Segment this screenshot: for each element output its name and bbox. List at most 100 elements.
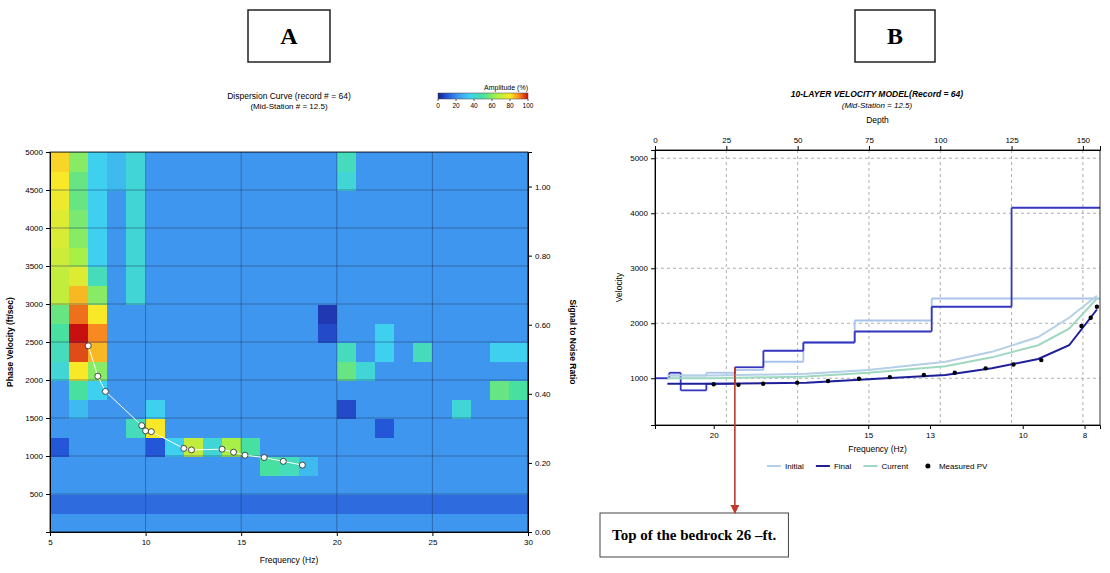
heatmap-cell xyxy=(107,475,127,495)
heatmap-cell xyxy=(126,228,146,248)
tick: 3000 xyxy=(630,264,655,273)
tick-label: 25 xyxy=(722,136,731,145)
heatmap-cell xyxy=(50,228,70,248)
heatmap-cell xyxy=(471,456,491,476)
heatmap-cell xyxy=(413,152,433,172)
heatmap-cell xyxy=(69,475,89,495)
heatmap-cell xyxy=(165,342,185,362)
heatmap-cell xyxy=(356,361,376,381)
heatmap-cell xyxy=(107,266,127,286)
heatmap-cell xyxy=(471,304,491,324)
colorbar-tick xyxy=(510,99,511,101)
model-layer xyxy=(655,377,669,379)
heatmap-cell xyxy=(299,190,319,210)
model-layer xyxy=(803,342,854,344)
heatmap-cell xyxy=(471,418,491,438)
tick-mark xyxy=(655,146,656,150)
heatmap-cell xyxy=(413,513,433,532)
heatmap-cell xyxy=(356,418,376,438)
heatmap-cell xyxy=(337,228,357,248)
tick-label: 0.80 xyxy=(535,252,551,261)
heatmap-cell xyxy=(394,380,414,400)
heatmap-cell xyxy=(184,513,204,532)
heatmap-cell xyxy=(356,456,376,476)
series-marker xyxy=(219,446,225,452)
tick-mark xyxy=(1012,146,1013,150)
panel-label-box xyxy=(855,10,935,62)
heatmap-cell xyxy=(88,494,108,514)
model-layer xyxy=(763,350,803,352)
heatmap-cell xyxy=(337,190,357,210)
heatmap-cell xyxy=(69,285,89,305)
heatmap-cell xyxy=(394,171,414,191)
heatmap-cell xyxy=(260,285,280,305)
tick: 0.40 xyxy=(528,390,551,399)
heatmap-cell xyxy=(394,228,414,248)
heatmap-cell xyxy=(222,304,242,324)
heatmap-cell xyxy=(165,171,185,191)
heatmap-cell xyxy=(260,266,280,286)
heatmap-cell xyxy=(432,228,452,248)
heatmap-cell xyxy=(88,380,108,400)
heatmap-cell xyxy=(356,342,376,362)
heatmap-cell xyxy=(394,418,414,438)
heatmap-cell xyxy=(356,323,376,343)
heatmap-cell xyxy=(490,418,510,438)
heatmap-cell xyxy=(490,361,510,381)
grid-line-y xyxy=(655,158,1100,159)
tick: 3500 xyxy=(25,262,50,271)
heatmap-cell xyxy=(107,361,127,381)
heatmap-cell xyxy=(318,304,338,324)
colorbar-tick xyxy=(474,99,475,101)
x2-axis-line xyxy=(656,426,1101,430)
heatmap-cell xyxy=(69,418,89,438)
heatmap-cell xyxy=(509,456,528,476)
heatmap-cell xyxy=(375,399,395,419)
heatmap-cell xyxy=(279,437,299,457)
heatmap-cell xyxy=(452,190,472,210)
tick-mark xyxy=(528,532,532,533)
heatmap-cell xyxy=(413,399,433,419)
heatmap-cell xyxy=(146,456,166,476)
heatmap-cell xyxy=(126,399,146,419)
heatmap-cell xyxy=(241,399,261,419)
grid-line-y xyxy=(50,266,528,267)
heatmap-cell xyxy=(165,228,185,248)
tick-mark xyxy=(1023,425,1024,429)
heatmap-cell xyxy=(146,513,166,532)
heatmap-cell xyxy=(509,304,528,324)
heatmap-cell xyxy=(50,247,70,267)
heatmap-cell xyxy=(452,209,472,229)
series-marker xyxy=(148,429,154,435)
heatmap-cell xyxy=(126,152,146,172)
heatmap-cell xyxy=(165,399,185,419)
y-axis-line xyxy=(46,153,51,533)
heatmap-cell xyxy=(337,171,357,191)
heatmap-cell xyxy=(394,437,414,457)
heatmap-cell xyxy=(203,399,223,419)
heatmap-cell xyxy=(279,171,299,191)
heatmap-cell xyxy=(337,361,357,381)
tick-label: 4000 xyxy=(630,209,648,218)
heatmap-cell xyxy=(50,399,70,419)
heatmap-cell xyxy=(203,380,223,400)
heatmap-cell xyxy=(356,475,376,495)
heatmap-cell xyxy=(241,494,261,514)
series-marker xyxy=(712,382,716,386)
heatmap-cell xyxy=(279,361,299,381)
heatmap-cell xyxy=(69,456,89,476)
heatmap-cell xyxy=(452,171,472,191)
heatmap-cell xyxy=(432,209,452,229)
heatmap-cell xyxy=(337,247,357,267)
heatmap-cell xyxy=(452,361,472,381)
heatmap-cell xyxy=(203,152,223,172)
heatmap-cell xyxy=(337,399,357,419)
heatmap-cell xyxy=(432,342,452,362)
heatmap-cell xyxy=(50,437,70,457)
heatmap-cell xyxy=(50,266,70,286)
heatmap-cell xyxy=(260,494,280,514)
heatmap-cell xyxy=(337,304,357,324)
model-layer xyxy=(855,320,932,322)
heatmap-cell xyxy=(509,323,528,343)
heatmap-cell xyxy=(279,380,299,400)
